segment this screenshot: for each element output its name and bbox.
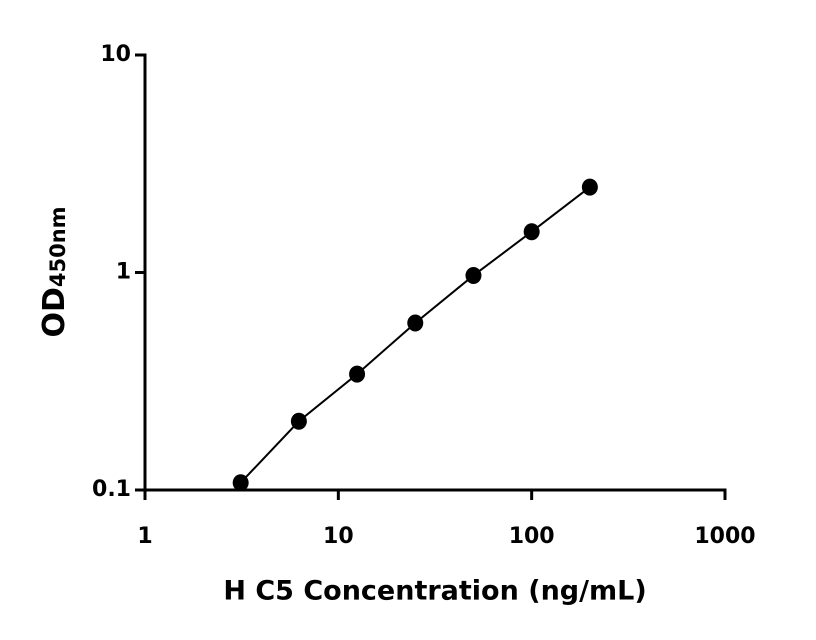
y-axis-title: OD450nm: [37, 206, 72, 337]
x-tick-label: 1000: [694, 524, 755, 549]
data-point: [407, 314, 424, 332]
data-point: [290, 412, 307, 430]
data-point: [581, 178, 598, 196]
data-point: [232, 474, 249, 492]
y-axis-title-subscript: 450nm: [46, 206, 70, 287]
y-tick-label: 10: [100, 42, 131, 67]
y-tick-label: 0.1: [92, 477, 131, 502]
data-point: [349, 365, 366, 383]
x-tick-label: 1: [137, 524, 152, 549]
data-point: [465, 266, 482, 284]
data-point: [523, 223, 540, 241]
x-tick-label: 10: [323, 524, 354, 549]
y-tick-label: 1: [116, 260, 131, 285]
x-tick-label: 100: [509, 524, 555, 549]
y-axis-title-main: OD: [37, 287, 72, 337]
x-axis-title: H C5 Concentration (ng/mL): [223, 576, 646, 607]
